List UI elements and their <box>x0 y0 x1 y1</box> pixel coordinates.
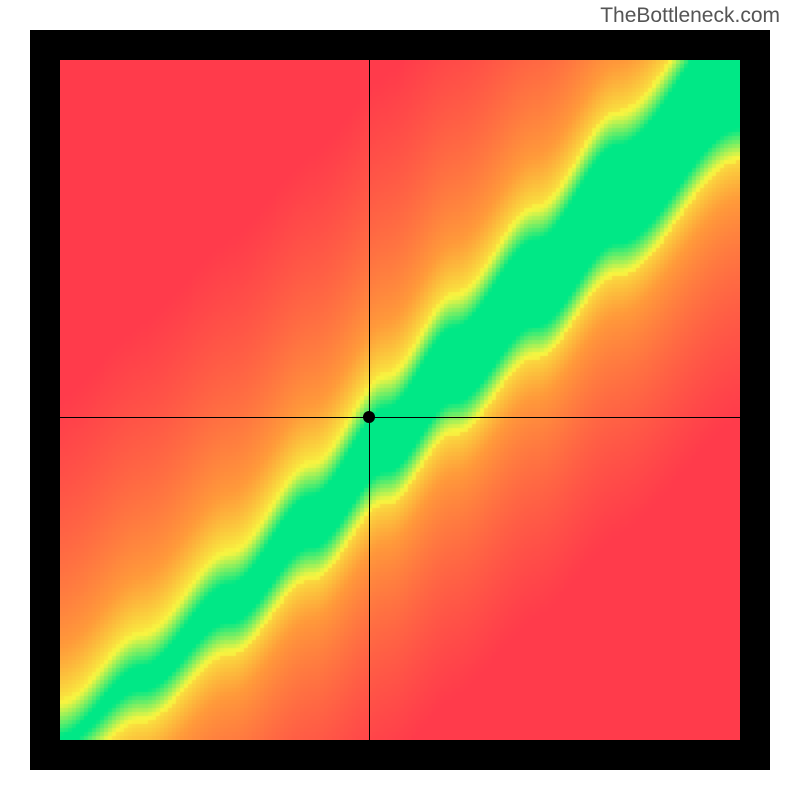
crosshair-horizontal <box>60 417 740 418</box>
data-point-marker <box>363 411 375 423</box>
heatmap-canvas <box>60 60 740 740</box>
plot-area <box>60 60 740 740</box>
watermark-text: TheBottleneck.com <box>600 4 780 28</box>
chart-frame <box>30 30 770 770</box>
crosshair-vertical <box>369 60 370 740</box>
